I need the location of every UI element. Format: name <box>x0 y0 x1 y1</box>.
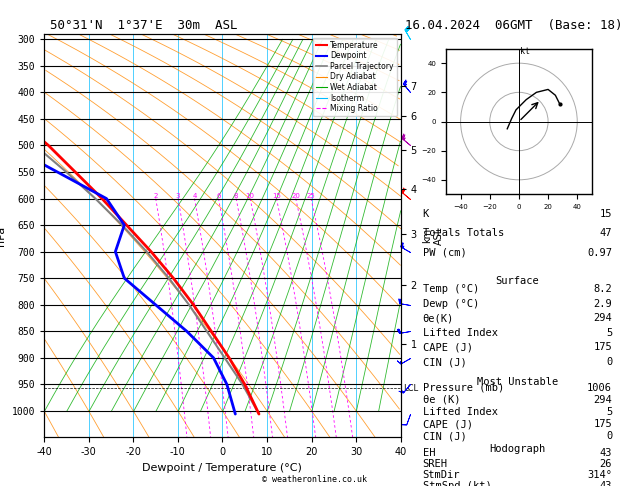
Text: Temp (°C): Temp (°C) <box>423 284 479 294</box>
Text: K: K <box>423 209 429 219</box>
Text: SREH: SREH <box>423 459 447 469</box>
Text: 4: 4 <box>192 192 197 199</box>
Text: 175: 175 <box>593 343 612 352</box>
Text: 47: 47 <box>599 228 612 238</box>
Text: 2: 2 <box>153 192 158 199</box>
Text: 2.9: 2.9 <box>593 299 612 309</box>
Text: 5: 5 <box>606 328 612 338</box>
Text: CIN (J): CIN (J) <box>423 357 466 367</box>
Text: 26: 26 <box>599 459 612 469</box>
Text: Surface: Surface <box>496 276 539 286</box>
Text: Lifted Index: Lifted Index <box>423 407 498 417</box>
Text: 50°31'N  1°37'E  30m  ASL: 50°31'N 1°37'E 30m ASL <box>50 19 238 33</box>
Y-axis label: hPa: hPa <box>0 226 6 246</box>
Text: CIN (J): CIN (J) <box>423 431 466 441</box>
Text: 6: 6 <box>216 192 221 199</box>
Text: 175: 175 <box>593 419 612 429</box>
Text: PW (cm): PW (cm) <box>423 248 466 258</box>
Text: kt: kt <box>520 48 530 56</box>
Text: 10: 10 <box>246 192 255 199</box>
Text: StmDir: StmDir <box>423 470 460 480</box>
Text: Pressure (mb): Pressure (mb) <box>423 382 504 393</box>
Text: 16.04.2024  06GMT  (Base: 18): 16.04.2024 06GMT (Base: 18) <box>405 19 623 33</box>
Text: θe(K): θe(K) <box>423 313 454 323</box>
Text: LCL: LCL <box>403 383 418 393</box>
Text: 15: 15 <box>272 192 281 199</box>
Text: 3: 3 <box>175 192 181 199</box>
Text: Lifted Index: Lifted Index <box>423 328 498 338</box>
Text: θe (K): θe (K) <box>423 395 460 405</box>
Text: 43: 43 <box>599 481 612 486</box>
Text: 5: 5 <box>606 407 612 417</box>
Text: 15: 15 <box>599 209 612 219</box>
Text: 43: 43 <box>599 449 612 458</box>
Text: Dewp (°C): Dewp (°C) <box>423 299 479 309</box>
Text: 8.2: 8.2 <box>593 284 612 294</box>
Text: Most Unstable: Most Unstable <box>477 377 558 387</box>
Text: 0: 0 <box>606 431 612 441</box>
Text: Hodograph: Hodograph <box>489 444 545 454</box>
Text: Totals Totals: Totals Totals <box>423 228 504 238</box>
Text: 0.97: 0.97 <box>587 248 612 258</box>
Text: CAPE (J): CAPE (J) <box>423 343 472 352</box>
Text: EH: EH <box>423 449 435 458</box>
Legend: Temperature, Dewpoint, Parcel Trajectory, Dry Adiabat, Wet Adiabat, Isotherm, Mi: Temperature, Dewpoint, Parcel Trajectory… <box>313 38 397 116</box>
Text: StmSpd (kt): StmSpd (kt) <box>423 481 491 486</box>
Text: CAPE (J): CAPE (J) <box>423 419 472 429</box>
Text: 1006: 1006 <box>587 382 612 393</box>
Text: 25: 25 <box>307 192 315 199</box>
Text: 294: 294 <box>593 313 612 323</box>
Text: © weatheronline.co.uk: © weatheronline.co.uk <box>262 474 367 484</box>
Text: 314°: 314° <box>587 470 612 480</box>
Text: 294: 294 <box>593 395 612 405</box>
Text: 0: 0 <box>606 357 612 367</box>
Text: 8: 8 <box>234 192 238 199</box>
Text: 20: 20 <box>291 192 300 199</box>
Y-axis label: km
ASL: km ASL <box>422 226 444 245</box>
X-axis label: Dewpoint / Temperature (°C): Dewpoint / Temperature (°C) <box>142 463 303 473</box>
